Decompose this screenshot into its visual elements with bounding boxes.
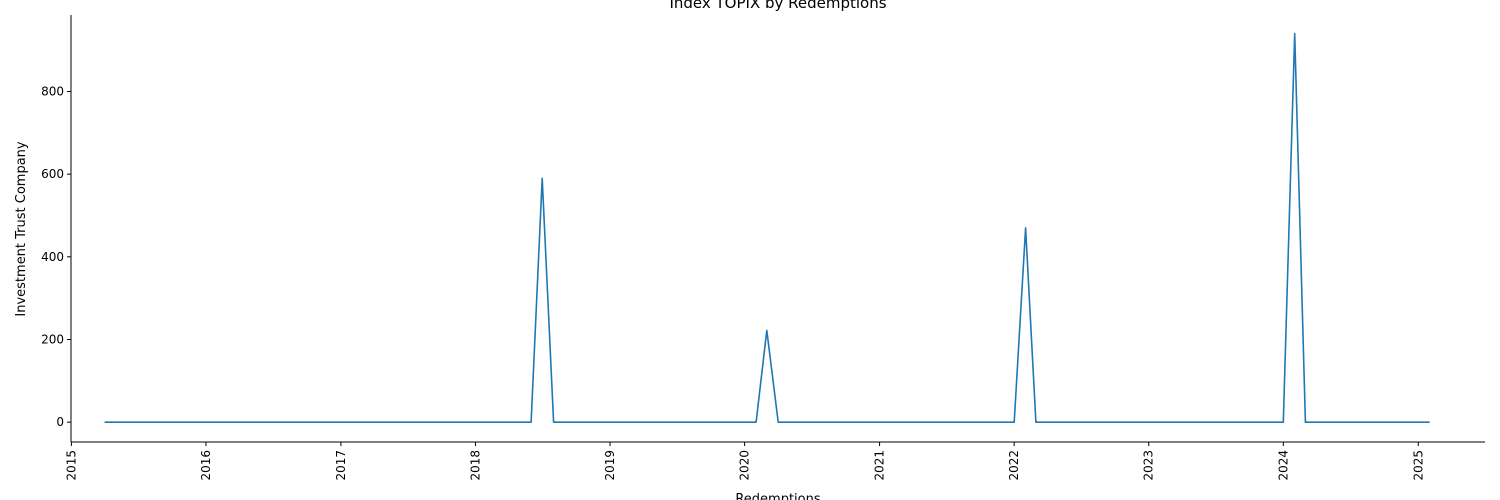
y-tick-label: 600	[41, 167, 64, 181]
x-tick-label: 2018	[468, 450, 482, 481]
x-tick-label: 2024	[1276, 450, 1290, 481]
x-tick-label: 2022	[1007, 450, 1021, 481]
x-tick-label: 2015	[64, 450, 78, 481]
x-tick-label: 2019	[603, 450, 617, 481]
chart-title: Index TOPIX by Redemptions	[669, 0, 886, 12]
x-tick-label: 2023	[1142, 450, 1156, 481]
x-tick-label: 2020	[738, 450, 752, 481]
series-line	[104, 32, 1430, 423]
y-axis-label: Investment Trust Company	[14, 141, 29, 317]
x-tick-label: 2016	[199, 450, 213, 481]
x-tick-label: 2021	[873, 450, 887, 481]
x-axis-ticks: 2015 2016 2017 2018 2019 2020 2021 2022 2023 2024…	[64, 442, 1425, 481]
y-tick-label: 200	[41, 332, 64, 346]
x-tick-label: 2025	[1411, 450, 1425, 481]
y-tick-label: 0	[56, 415, 64, 429]
y-axis-ticks: 0 200 400 600 800	[41, 84, 71, 429]
x-axis-label: Redemptions	[735, 492, 821, 500]
x-tick-label: 2017	[334, 450, 348, 481]
y-tick-label: 800	[41, 84, 64, 98]
y-tick-label: 400	[41, 250, 64, 264]
